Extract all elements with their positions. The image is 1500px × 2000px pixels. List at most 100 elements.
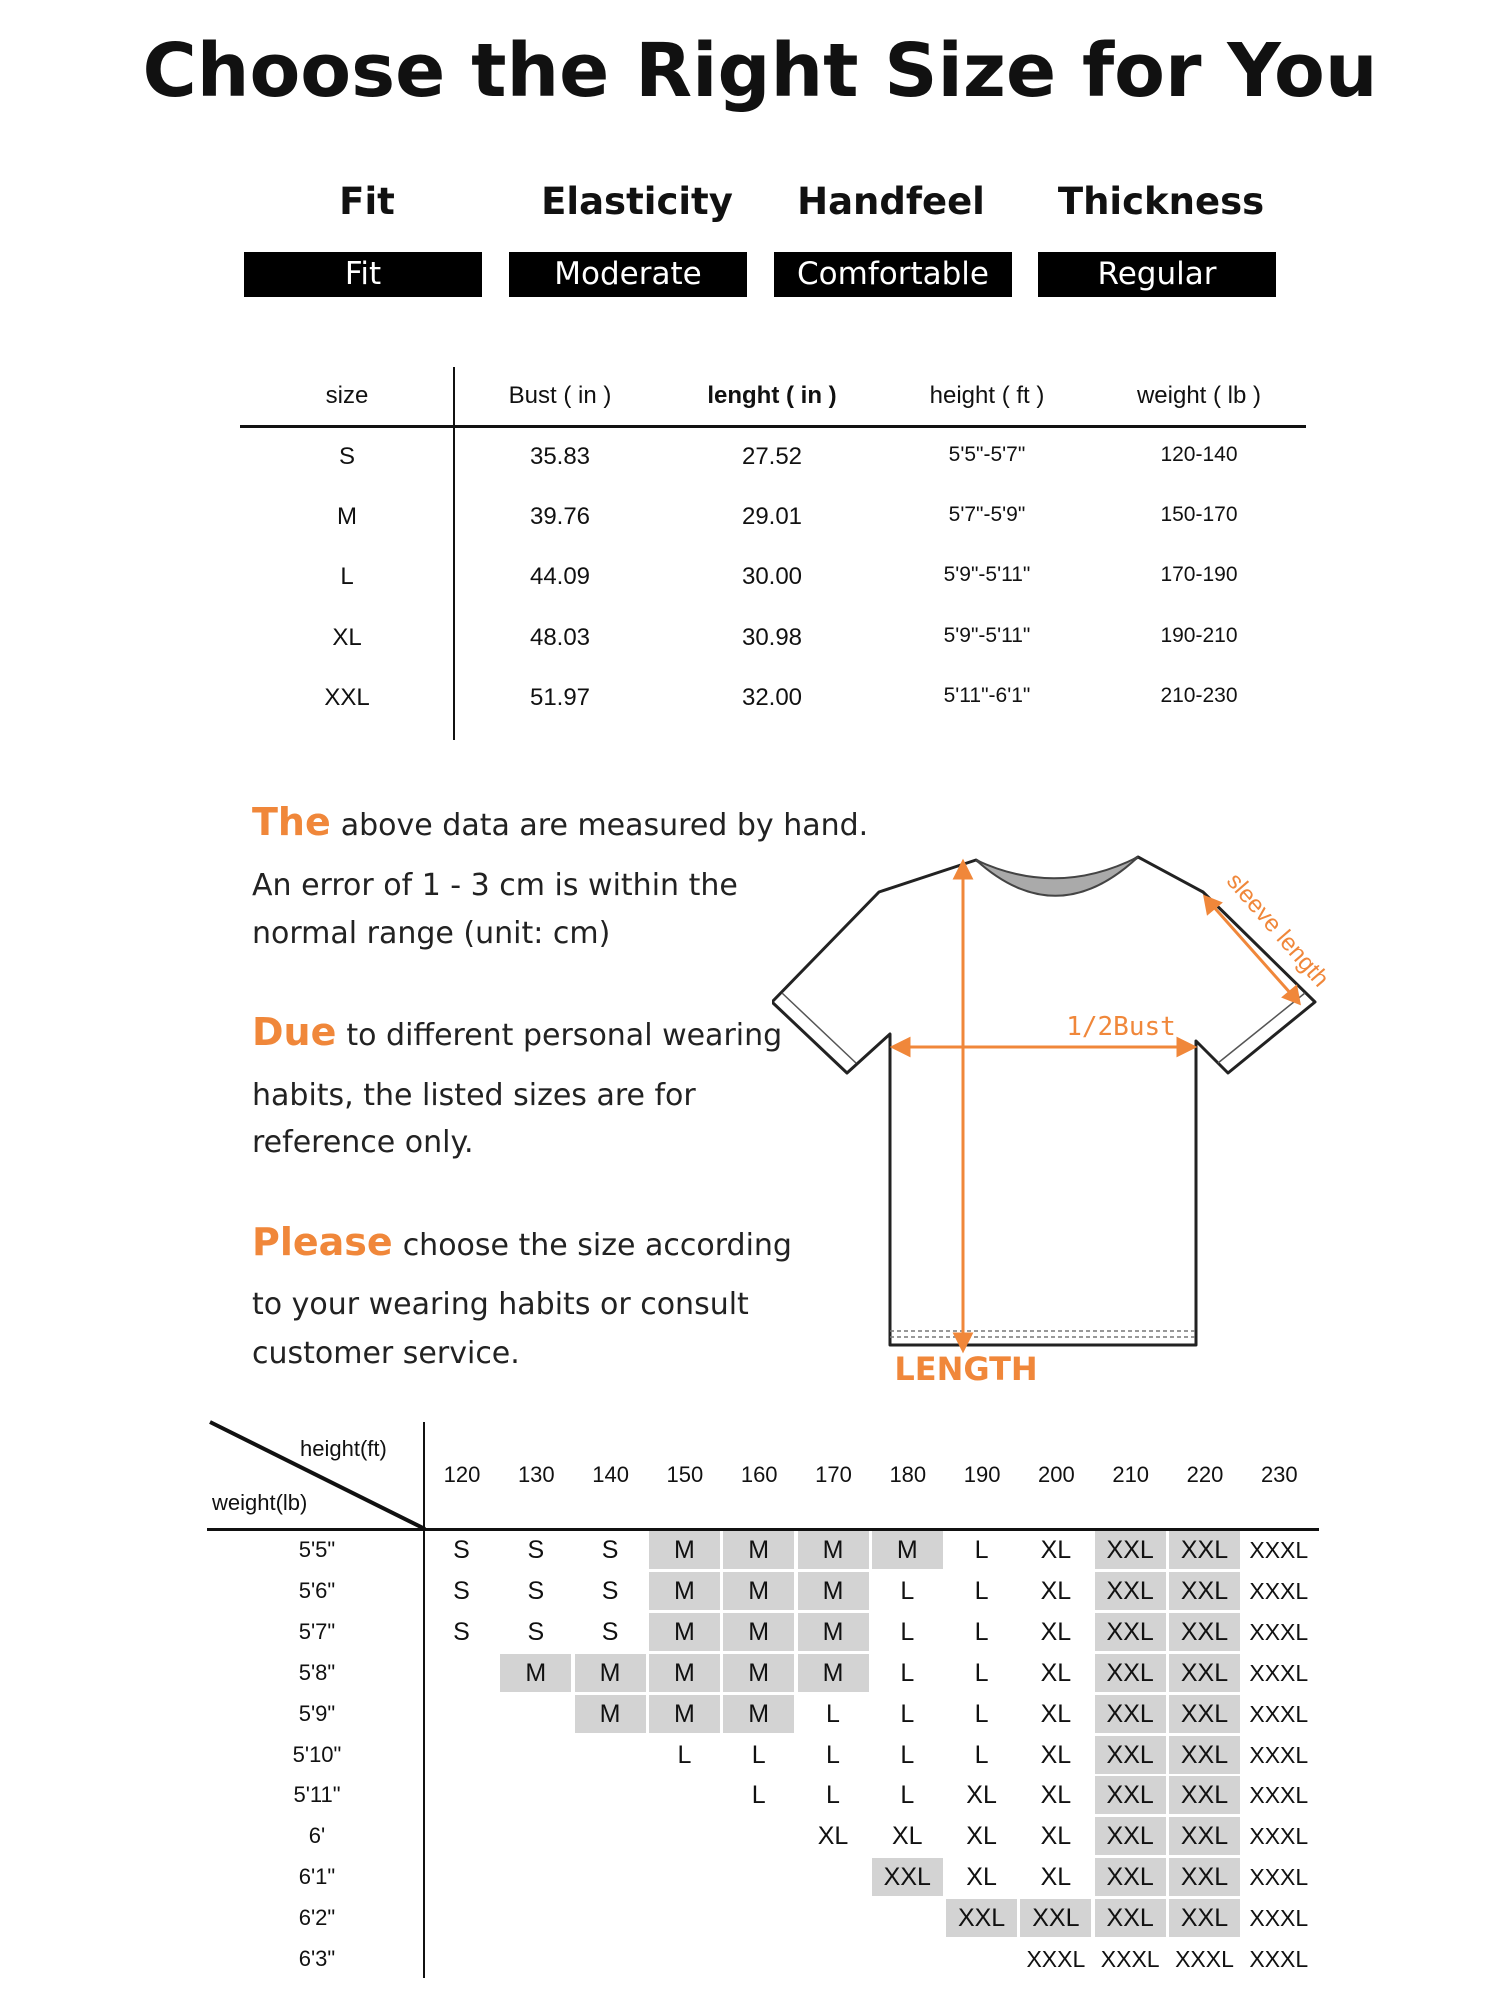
grid-row-label: 5'7" (298, 1618, 336, 1644)
table-cell: 29.01 (741, 503, 803, 530)
grid-cell: XL (1040, 1740, 1072, 1769)
grid-cell: L (900, 1576, 915, 1605)
grid-cell: L (826, 1781, 840, 1810)
grid-cell: XXXL (1249, 1864, 1309, 1891)
table-cell: 35.83 (529, 443, 591, 470)
table-cell: 30.00 (741, 563, 803, 590)
grid-cell: XXXL (1100, 1946, 1160, 1972)
measure-arrows (889, 858, 1301, 1354)
grid-cell: L (900, 1781, 915, 1810)
grid-cell: L (826, 1699, 840, 1728)
grid-cell: M (723, 1653, 795, 1692)
grid-cell: XXXL (1249, 1659, 1309, 1686)
grid-corner-bottom: weight(lb) (212, 1490, 308, 1515)
table-cell: 170-190 (1160, 563, 1238, 586)
grid-cell: XXL (1094, 1735, 1166, 1774)
grid-cell: M (574, 1653, 646, 1692)
grid-cell: XL (1040, 1699, 1072, 1728)
grid-column-header: 170 (815, 1462, 852, 1487)
grid-cell: S (453, 1576, 470, 1605)
table-cell: 30.98 (741, 624, 803, 651)
grid-cell: XL (892, 1822, 923, 1851)
table-cell: 5'11"-6'1" (943, 684, 1031, 707)
table-cell: XXL (324, 684, 370, 711)
table-cell: 5'9"-5'11" (943, 624, 1031, 647)
grid-cell: L (900, 1740, 915, 1769)
grid-cell: M (648, 1694, 720, 1733)
table-cell: M (337, 503, 357, 530)
grid-cell: XXXL (1249, 1946, 1309, 1972)
table-cell: L (340, 563, 354, 590)
grid-column-header: 210 (1112, 1462, 1150, 1487)
grid-cell: M (797, 1571, 869, 1610)
note-text: choose the size according (402, 1228, 792, 1263)
grid-cell: XXL (1094, 1694, 1166, 1733)
table-cell: 44.09 (529, 563, 591, 590)
grid-cell: XXL (1094, 1776, 1166, 1815)
grid-cell: XL (966, 1781, 997, 1810)
grid-cell: S (601, 1576, 619, 1605)
attr-thickness-label: Thickness (1057, 180, 1265, 223)
attr-thickness-value: Regular (1038, 252, 1276, 297)
grid-cell: XL (1040, 1617, 1072, 1646)
grid-cell: XXL (1169, 1899, 1240, 1938)
grid-header-divider (207, 1528, 1319, 1531)
grid-cell: XXXL (1249, 1823, 1309, 1850)
table-cell: 48.03 (529, 624, 591, 651)
grid-row-label: 5'6" (298, 1577, 336, 1603)
grid-cell: M (574, 1694, 646, 1733)
grid-column-header: 140 (592, 1462, 629, 1487)
grid-cell: XXXL (1249, 1577, 1309, 1604)
grid-column-header: 200 (1038, 1462, 1075, 1487)
grid-column-header: 180 (889, 1462, 927, 1487)
grid-cell: XL (966, 1822, 997, 1851)
note-line: Please choose the size according (252, 1220, 792, 1264)
grid-cell: XL (817, 1822, 849, 1851)
length-label: LENGTH (894, 1350, 1038, 1388)
attr-fit-value: Fit (244, 252, 482, 297)
table-header-cell: Bust ( in ) (508, 382, 612, 409)
grid-cell: L (677, 1740, 692, 1769)
grid-cell: XL (1040, 1781, 1072, 1810)
grid-cell: S (601, 1617, 619, 1646)
grid-cell: XXXL (1249, 1618, 1309, 1645)
grid-row-label: 5'5" (298, 1537, 336, 1562)
grid-column-header: 160 (740, 1462, 778, 1487)
note-line: to your wearing habits or consult (252, 1287, 749, 1322)
grid-column-header: 220 (1186, 1462, 1224, 1487)
note-line: customer service. (252, 1336, 520, 1371)
grid-cell: XXL (1020, 1899, 1092, 1938)
grid-cell: L (751, 1781, 766, 1810)
table-cell: 120-140 (1160, 443, 1238, 466)
grid-cell: S (527, 1576, 545, 1605)
grid-row-label: 6'3" (298, 1946, 336, 1971)
grid-column-header: 230 (1260, 1462, 1298, 1487)
grid-cell: XXL (1094, 1817, 1166, 1856)
grid-cell: M (797, 1653, 869, 1692)
note-line: The above data are measured by hand. (252, 800, 868, 844)
grid-cell: M (648, 1531, 720, 1569)
grid-cell: M (797, 1612, 869, 1651)
grid-cell: L (974, 1699, 989, 1728)
grid-cell: L (900, 1699, 915, 1728)
grid-cell: S (527, 1536, 545, 1564)
note-line: Due to different personal wearing (252, 1010, 782, 1054)
table-header-divider (240, 425, 1306, 428)
grid-cell: XXL (1169, 1531, 1240, 1569)
grid-cell: M (500, 1653, 572, 1692)
table-cell: 27.52 (741, 443, 803, 470)
grid-cell: XXL (1169, 1817, 1240, 1856)
table-cell: 32.00 (741, 684, 803, 711)
grid-cell: S (453, 1536, 470, 1564)
grid-cell: M (797, 1531, 869, 1569)
grid-row-label: 5'9" (298, 1700, 336, 1726)
grid-row-label: 5'10" (292, 1741, 342, 1767)
grid-cell: XXL (1094, 1653, 1166, 1692)
table-cell: 210-230 (1160, 684, 1238, 707)
grid-cell: L (974, 1576, 989, 1605)
grid-cell: XXL (1094, 1612, 1166, 1651)
grid-cell: XL (1040, 1822, 1072, 1851)
collar (975, 856, 1139, 897)
grid-cell: M (648, 1571, 720, 1610)
table-cell: 5'5"-5'7" (948, 443, 1026, 466)
